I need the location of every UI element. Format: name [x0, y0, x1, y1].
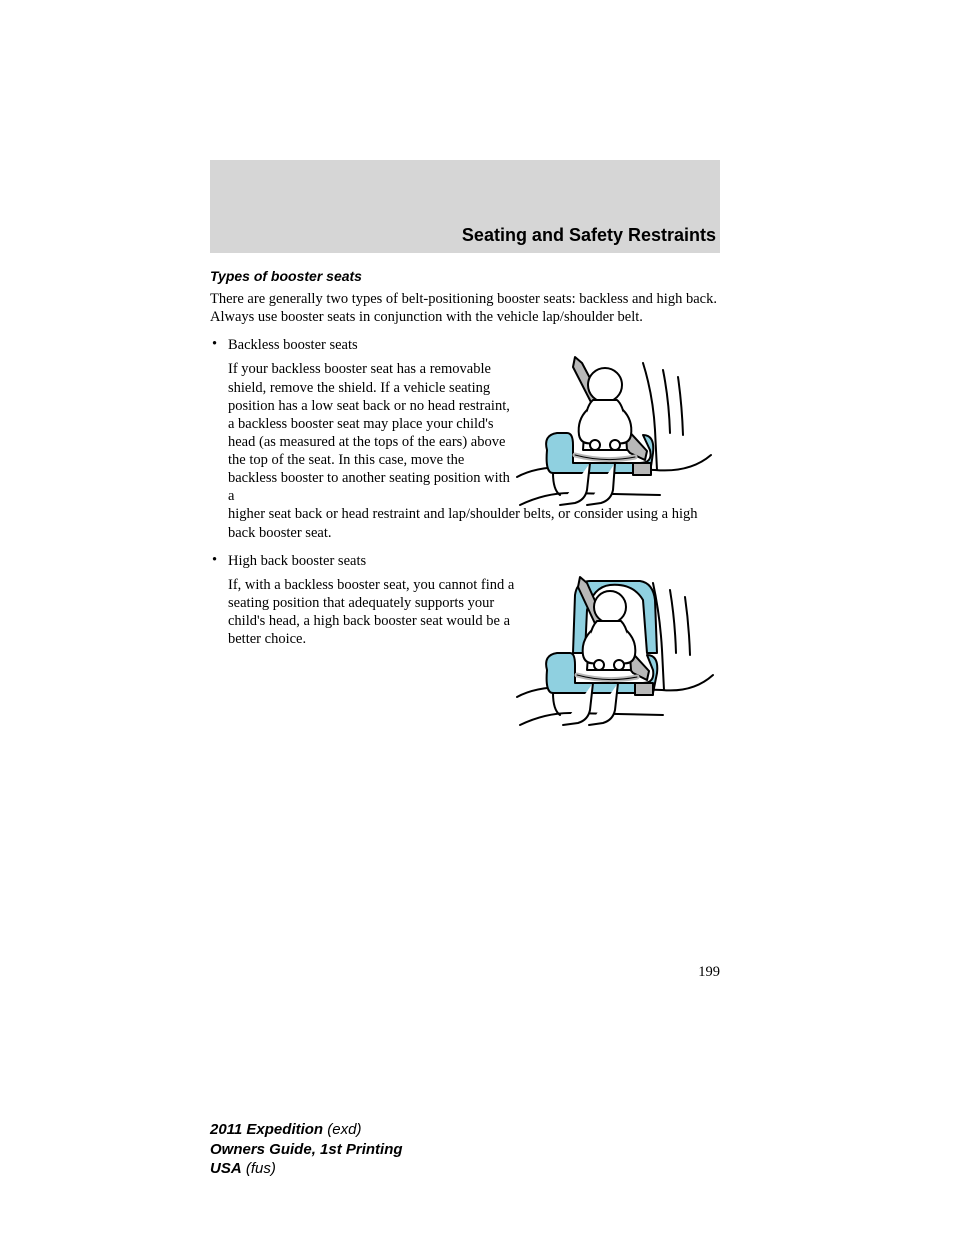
footer-line-3: USA (fus): [210, 1159, 403, 1179]
footer: 2011 Expedition (exd) Owners Guide, 1st …: [210, 1120, 403, 1179]
footer-model: 2011 Expedition: [210, 1121, 323, 1138]
footer-code2: (fus): [242, 1160, 276, 1177]
detail-narrow: If, with a backless booster seat, you ca…: [228, 576, 516, 649]
footer-line-1: 2011 Expedition (exd): [210, 1120, 403, 1140]
footer-line-2: Owners Guide, 1st Printing: [210, 1140, 403, 1160]
footer-code1: (exd): [323, 1121, 361, 1138]
bullet-mark: •: [210, 552, 228, 570]
intro-paragraph: There are generally two types of belt-po…: [210, 290, 720, 326]
bullet-item: • Backless booster seats: [210, 336, 720, 354]
bullet-mark: •: [210, 336, 228, 354]
footer-region: USA: [210, 1160, 242, 1177]
bullet-label: High back booster seats: [228, 552, 366, 570]
bullet-label: Backless booster seats: [228, 336, 358, 354]
page-number: 199: [698, 964, 720, 981]
backless-booster-illustration: [515, 355, 715, 515]
highback-booster-illustration: [515, 575, 715, 735]
bullet-item: • High back booster seats: [210, 552, 720, 570]
section-heading: Types of booster seats: [210, 268, 720, 284]
chapter-title: Seating and Safety Restraints: [210, 225, 720, 246]
detail-narrow: If your backless booster seat has a remo…: [228, 360, 516, 505]
